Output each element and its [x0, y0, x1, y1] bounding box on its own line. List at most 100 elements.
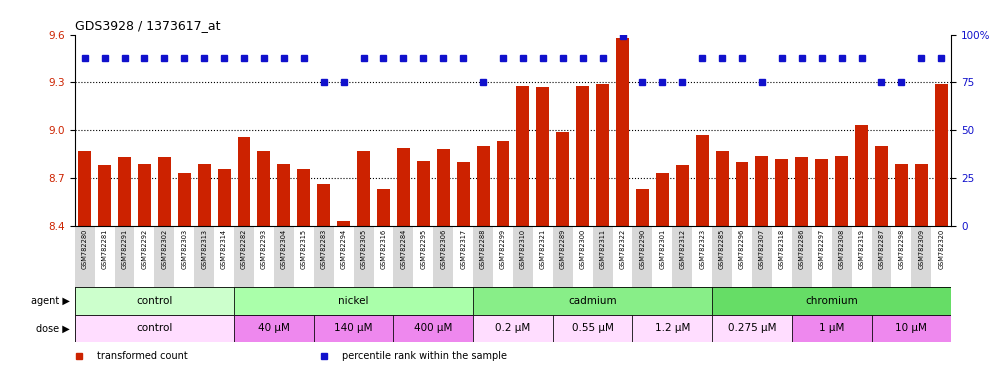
FancyBboxPatch shape [234, 288, 473, 315]
Text: GSM782285: GSM782285 [719, 229, 725, 270]
FancyBboxPatch shape [214, 226, 234, 288]
FancyBboxPatch shape [473, 315, 553, 342]
Text: GSM782297: GSM782297 [819, 229, 825, 269]
Text: GSM782282: GSM782282 [241, 229, 247, 270]
FancyBboxPatch shape [274, 226, 294, 288]
Bar [317, 184, 330, 226]
Bar [536, 87, 549, 226]
FancyBboxPatch shape [354, 226, 374, 288]
Text: 0.55 μM: 0.55 μM [572, 323, 614, 333]
Bar [635, 189, 648, 226]
Text: GSM782313: GSM782313 [201, 229, 207, 269]
FancyBboxPatch shape [75, 288, 234, 315]
Text: GSM782305: GSM782305 [361, 229, 367, 269]
Bar [157, 157, 171, 226]
FancyBboxPatch shape [473, 226, 493, 288]
FancyBboxPatch shape [393, 226, 413, 288]
Bar [596, 84, 609, 226]
FancyBboxPatch shape [632, 226, 652, 288]
Text: GSM782309: GSM782309 [918, 229, 924, 269]
Text: GSM782308: GSM782308 [839, 229, 845, 269]
FancyBboxPatch shape [75, 226, 95, 288]
Text: GSM782303: GSM782303 [181, 229, 187, 269]
Bar [894, 164, 907, 226]
Bar [357, 151, 371, 226]
FancyBboxPatch shape [413, 226, 433, 288]
FancyBboxPatch shape [632, 315, 712, 342]
FancyBboxPatch shape [891, 226, 911, 288]
Bar [137, 164, 151, 226]
FancyBboxPatch shape [852, 226, 872, 288]
Text: GSM782295: GSM782295 [420, 229, 426, 269]
FancyBboxPatch shape [314, 226, 334, 288]
Text: dose ▶: dose ▶ [36, 323, 70, 333]
FancyBboxPatch shape [872, 315, 951, 342]
FancyBboxPatch shape [95, 226, 115, 288]
Text: GSM782298: GSM782298 [898, 229, 904, 269]
FancyBboxPatch shape [533, 226, 553, 288]
Bar [436, 149, 449, 226]
Text: GSM782306: GSM782306 [440, 229, 446, 269]
Text: 10 μM: 10 μM [895, 323, 927, 333]
FancyBboxPatch shape [712, 288, 951, 315]
FancyBboxPatch shape [792, 226, 812, 288]
Bar [118, 157, 130, 226]
FancyBboxPatch shape [314, 315, 393, 342]
Text: cadmium: cadmium [569, 296, 617, 306]
Bar [197, 164, 210, 226]
Bar [297, 169, 310, 226]
FancyBboxPatch shape [234, 315, 314, 342]
Text: GSM782310: GSM782310 [520, 229, 526, 269]
FancyBboxPatch shape [254, 226, 274, 288]
Bar [616, 38, 628, 226]
Text: GSM782296: GSM782296 [739, 229, 745, 269]
FancyBboxPatch shape [374, 226, 393, 288]
Text: chromium: chromium [806, 296, 858, 306]
Bar [337, 221, 350, 226]
FancyBboxPatch shape [453, 226, 473, 288]
Text: GSM782284: GSM782284 [400, 229, 406, 270]
Bar [277, 164, 290, 226]
FancyBboxPatch shape [573, 226, 593, 288]
Text: GSM782301: GSM782301 [659, 229, 665, 269]
FancyBboxPatch shape [712, 315, 792, 342]
Bar [177, 173, 191, 226]
Text: GSM782290: GSM782290 [639, 229, 645, 269]
FancyBboxPatch shape [154, 226, 174, 288]
Bar [655, 173, 668, 226]
Bar [715, 151, 729, 226]
Bar [237, 137, 250, 226]
FancyBboxPatch shape [792, 315, 872, 342]
FancyBboxPatch shape [294, 226, 314, 288]
Text: agent ▶: agent ▶ [31, 296, 70, 306]
FancyBboxPatch shape [772, 226, 792, 288]
Text: GSM782281: GSM782281 [102, 229, 108, 269]
FancyBboxPatch shape [911, 226, 931, 288]
Text: 140 μM: 140 μM [335, 323, 373, 333]
FancyBboxPatch shape [174, 226, 194, 288]
Bar [855, 126, 868, 226]
FancyBboxPatch shape [593, 226, 613, 288]
Bar [835, 156, 848, 226]
Text: GSM782289: GSM782289 [560, 229, 566, 269]
Bar [576, 86, 589, 226]
FancyBboxPatch shape [931, 226, 951, 288]
Bar [675, 166, 688, 226]
FancyBboxPatch shape [732, 226, 752, 288]
FancyBboxPatch shape [513, 226, 533, 288]
Text: GSM782287: GSM782287 [878, 229, 884, 270]
Text: GSM782294: GSM782294 [341, 229, 347, 269]
FancyBboxPatch shape [234, 226, 254, 288]
Bar [476, 146, 489, 226]
Text: GSM782311: GSM782311 [600, 229, 606, 269]
Text: GSM782319: GSM782319 [859, 229, 865, 269]
Bar [795, 157, 808, 226]
Text: nickel: nickel [339, 296, 369, 306]
Text: GSM782318: GSM782318 [779, 229, 785, 269]
Text: 400 μM: 400 μM [414, 323, 452, 333]
Bar [815, 159, 828, 226]
Text: GSM782312: GSM782312 [679, 229, 685, 269]
Text: percentile rank within the sample: percentile rank within the sample [342, 351, 507, 361]
Text: 1.2 μM: 1.2 μM [654, 323, 690, 333]
Text: GSM782323: GSM782323 [699, 229, 705, 269]
